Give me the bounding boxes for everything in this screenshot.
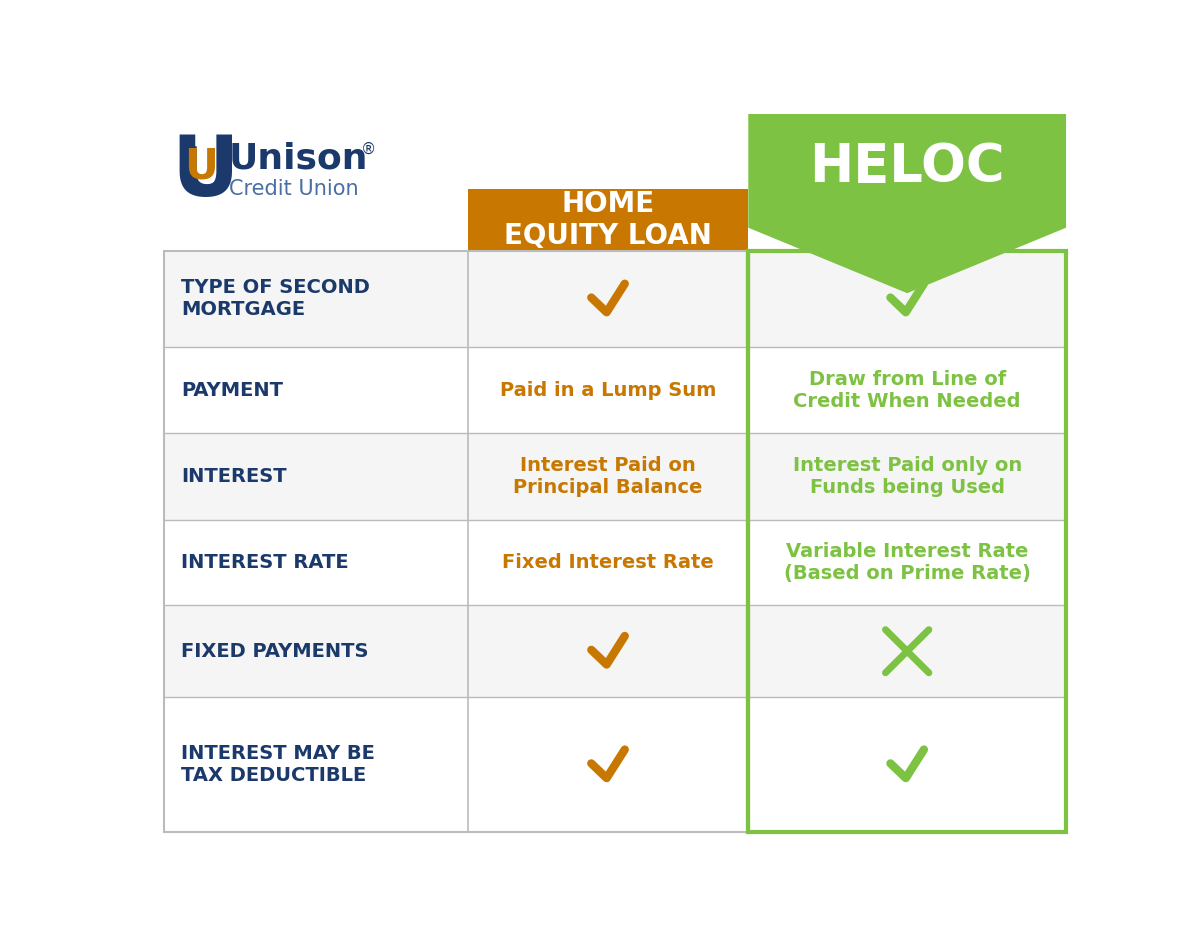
Bar xyxy=(164,698,1066,832)
Bar xyxy=(749,251,1066,832)
Text: INTEREST: INTEREST xyxy=(181,467,287,486)
Text: INTEREST MAY BE
TAX DEDUCTIBLE: INTEREST MAY BE TAX DEDUCTIBLE xyxy=(181,744,374,785)
Bar xyxy=(164,251,1066,832)
Text: Paid in a Lump Sum: Paid in a Lump Sum xyxy=(500,381,716,400)
Text: ®: ® xyxy=(361,141,376,156)
Bar xyxy=(164,251,1066,347)
Text: Credit Union: Credit Union xyxy=(229,179,359,199)
Text: HOME
EQUITY LOAN: HOME EQUITY LOAN xyxy=(504,190,712,250)
Bar xyxy=(164,433,1066,520)
Text: TYPE OF SECOND
MORTGAGE: TYPE OF SECOND MORTGAGE xyxy=(181,279,370,319)
Text: FIXED PAYMENTS: FIXED PAYMENTS xyxy=(181,642,368,661)
Bar xyxy=(164,605,1066,698)
Text: U: U xyxy=(172,132,239,212)
Text: HELOC: HELOC xyxy=(809,141,1004,192)
Text: Fixed Interest Rate: Fixed Interest Rate xyxy=(502,554,714,573)
Text: Unison: Unison xyxy=(229,141,368,175)
Text: Interest Paid only on
Funds being Used: Interest Paid only on Funds being Used xyxy=(792,456,1022,498)
Polygon shape xyxy=(749,114,1066,293)
Text: INTEREST RATE: INTEREST RATE xyxy=(181,554,349,573)
Bar xyxy=(164,520,1066,605)
Text: Interest Paid on
Principal Balance: Interest Paid on Principal Balance xyxy=(514,456,703,498)
Text: Variable Interest Rate
(Based on Prime Rate): Variable Interest Rate (Based on Prime R… xyxy=(784,542,1031,583)
Text: PAYMENT: PAYMENT xyxy=(181,381,283,400)
Text: U: U xyxy=(184,145,218,187)
Bar xyxy=(164,347,1066,433)
Text: ∪: ∪ xyxy=(172,131,241,214)
Bar xyxy=(468,190,749,251)
Text: Draw from Line of
Credit When Needed: Draw from Line of Credit When Needed xyxy=(793,370,1021,410)
